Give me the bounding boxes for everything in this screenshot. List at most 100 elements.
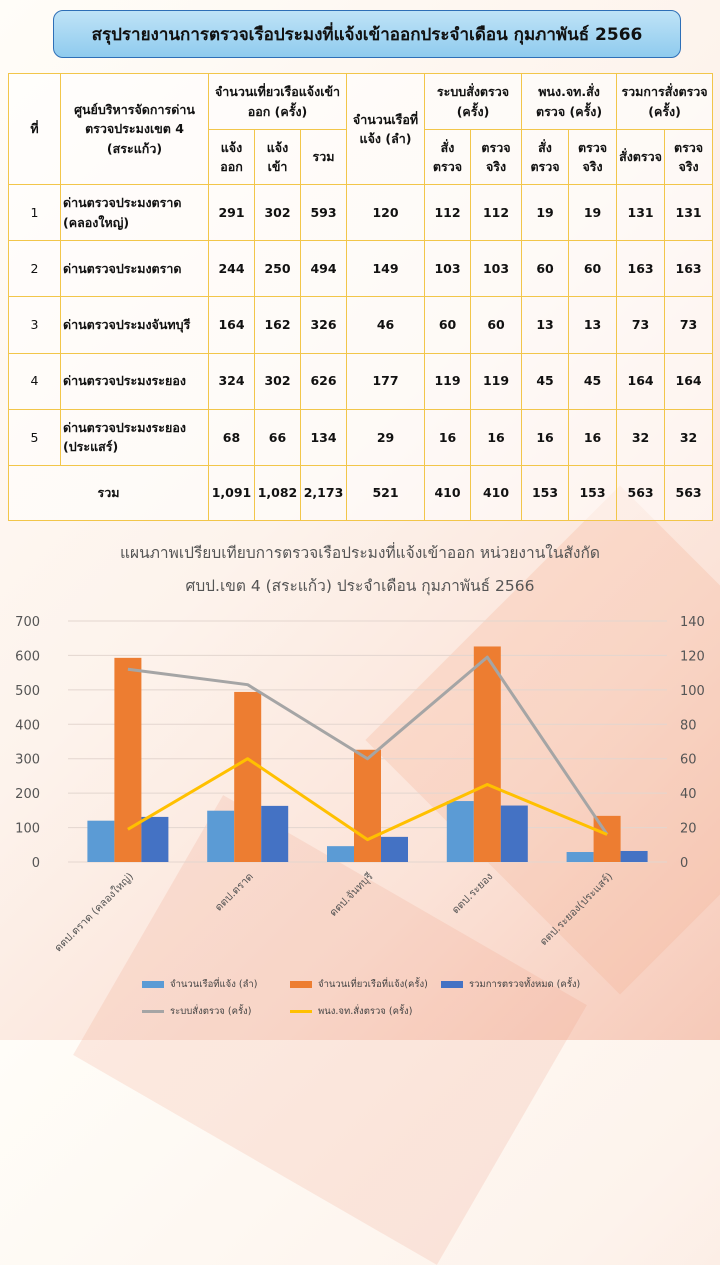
header-trips: จำนวนเที่ยวเรือแจ้งเข้าออก (ครั้ง) xyxy=(207,72,348,131)
cell-all-check: 163 xyxy=(664,240,714,298)
report-title: สรุปรายงานการตรวจเรือประมงที่แจ้งเข้าออก… xyxy=(53,10,681,58)
summary-table: ที่ ศูนย์บริหารจัดการด่านตรวจประมงเขต 4 … xyxy=(8,72,714,522)
y-tick-label: 400 xyxy=(15,718,40,733)
cell-vessels: 120 xyxy=(346,184,426,242)
cell-no: 4 xyxy=(8,352,61,410)
y2-tick-label: 0 xyxy=(680,856,688,871)
cell-sys-check: 103 xyxy=(470,240,523,298)
cell-out: 244 xyxy=(208,240,255,298)
bar xyxy=(473,646,501,862)
header-no: ที่ xyxy=(8,72,61,186)
subheader-ordered: สั่งตรวจ xyxy=(521,129,570,186)
cell-in: 1,082 xyxy=(254,464,301,522)
legend-label: จำนวนเรือที่แจ้ง (ลำ) xyxy=(170,979,258,990)
cell-ppn-check: 60 xyxy=(568,240,618,298)
cell-no: 5 xyxy=(8,408,61,466)
cell-sys-check: 16 xyxy=(470,408,523,466)
legend-item: รวมการตรวจทั้งหมด (ครั้ง) xyxy=(441,977,580,992)
bar xyxy=(261,805,289,862)
cell-out: 291 xyxy=(208,184,255,242)
cell-ppn-order: 60 xyxy=(521,240,570,298)
bar xyxy=(141,816,169,862)
cell-all-order: 563 xyxy=(616,464,666,522)
cell-name: ด่านตรวจประมงระยอง xyxy=(60,352,209,410)
legend-swatch xyxy=(290,1010,312,1013)
combo-chart: 0 100 200 300 400 500 600 700 0 20 40 60 80 100 120 140… xyxy=(15,615,705,954)
cell-ppn-order: 16 xyxy=(521,408,570,466)
cell-vessels: 149 xyxy=(346,240,426,298)
table-row: 4 ด่านตรวจประมงระยอง 324 302 626 177 119 119 45 4… xyxy=(8,352,714,410)
series-line xyxy=(127,655,609,836)
cell-out: 1,091 xyxy=(208,464,255,522)
cell-sys-order: 60 xyxy=(424,296,472,354)
y2-tick-label: 100 xyxy=(680,684,705,699)
y-tick-label: 100 xyxy=(15,822,40,837)
cell-out: 68 xyxy=(208,408,255,466)
legend-item: จำนวนเที่ยวเรือที่แจ้ง(ครั้ง) xyxy=(290,977,428,992)
cell-ppn-check: 45 xyxy=(568,352,618,410)
subheader-ordered: สั่งตรวจ xyxy=(424,129,472,186)
x-tick-label: ดตป.จันทบุรี xyxy=(327,870,376,919)
subheader-in: แจ้งเข้า xyxy=(254,129,301,186)
legend-swatch xyxy=(142,1010,164,1013)
cell-name: ด่านตรวจประมงจันทบุรี xyxy=(60,296,209,354)
x-tick-label: ดตป.ตราด xyxy=(213,871,256,914)
cell-all-check: 563 xyxy=(664,464,714,522)
y2-tick-label: 140 xyxy=(680,615,705,630)
bar xyxy=(381,836,408,862)
cell-sys-order: 103 xyxy=(424,240,472,298)
y2-tick-label: 80 xyxy=(680,718,697,733)
cell-no: 3 xyxy=(8,296,61,354)
legend-item: พนง.จท.สั่งตรวจ (ครั้ง) xyxy=(290,1004,412,1019)
table-row: 5 ด่านตรวจประมงระยอง (ประแสร์) 68 66 134 29 16… xyxy=(8,408,714,466)
cell-in: 302 xyxy=(254,184,301,242)
cell-vessels: 177 xyxy=(346,352,426,410)
cell-ppn-check: 153 xyxy=(568,464,618,522)
legend-label: พนง.จท.สั่งตรวจ (ครั้ง) xyxy=(318,1006,413,1017)
cell-total: 134 xyxy=(299,408,348,466)
chart-title-line1: แผนภาพเปรียบเทียบการตรวจเรือประมงที่แจ้ง… xyxy=(120,544,600,562)
cell-sys-check: 60 xyxy=(470,296,523,354)
header-center: ศูนย์บริหารจัดการด่านตรวจประมงเขต 4 (สระ… xyxy=(60,72,209,186)
cell-all-order: 131 xyxy=(616,184,666,242)
cell-ppn-order: 19 xyxy=(521,184,570,242)
cell-all-check: 73 xyxy=(664,296,714,354)
cell-all-check: 32 xyxy=(664,408,714,466)
cell-ppn-order: 153 xyxy=(521,464,570,522)
y-tick-label: 300 xyxy=(15,753,40,768)
subheader-total: รวม xyxy=(299,129,348,186)
x-tick-label: ดตป.ระยอง xyxy=(450,871,496,917)
subheader-ordered: สั่งตรวจ xyxy=(616,129,666,186)
legend-label: ระบบสั่งตรวจ (ครั้ง) xyxy=(170,1006,252,1017)
total-row: รวม 1,091 1,082 2,173 521 410 410 153 15… xyxy=(8,464,714,522)
cell-vessels: 46 xyxy=(346,296,426,354)
cell-in: 302 xyxy=(254,352,301,410)
cell-vessels: 29 xyxy=(346,408,426,466)
cell-name: ด่านตรวจประมงระยอง (ประแสร์) xyxy=(60,408,209,466)
cell-ppn-check: 16 xyxy=(568,408,618,466)
cell-all-order: 163 xyxy=(616,240,666,298)
cell-ppn-check: 19 xyxy=(568,184,618,242)
bar xyxy=(354,749,381,862)
cell-sys-check: 112 xyxy=(470,184,523,242)
cell-total: 326 xyxy=(299,296,348,354)
cell-ppn-check: 13 xyxy=(568,296,618,354)
bar xyxy=(620,850,648,862)
table-row: 1 ด่านตรวจประมงตราด (คลองใหญ่) 291 302 593 12… xyxy=(8,184,714,242)
bar xyxy=(234,691,262,862)
total-label: รวม xyxy=(8,464,209,522)
cell-out: 324 xyxy=(208,352,255,410)
y-tick-label: 500 xyxy=(15,684,40,699)
cell-total: 626 xyxy=(299,352,348,410)
chart-title-line2: ศบป.เขต 4 (สระแก้ว) ประจำเดือน กุมภาพันธ… xyxy=(185,577,535,595)
legend-label: จำนวนเที่ยวเรือที่แจ้ง(ครั้ง) xyxy=(318,979,428,990)
table-row: 3 ด่านตรวจประมงจันทบุรี 164 162 326 46 60 60 13 1… xyxy=(8,296,714,354)
y-tick-label: 700 xyxy=(15,615,40,630)
cell-total: 494 xyxy=(299,240,348,298)
header-all: รวมการสั่งตรวจ (ครั้ง) xyxy=(616,72,714,131)
legend-swatch xyxy=(290,981,312,988)
cell-sys-check: 119 xyxy=(470,352,523,410)
y2-tick-label: 120 xyxy=(680,649,705,664)
cell-total: 593 xyxy=(299,184,348,242)
series-line xyxy=(127,757,608,842)
